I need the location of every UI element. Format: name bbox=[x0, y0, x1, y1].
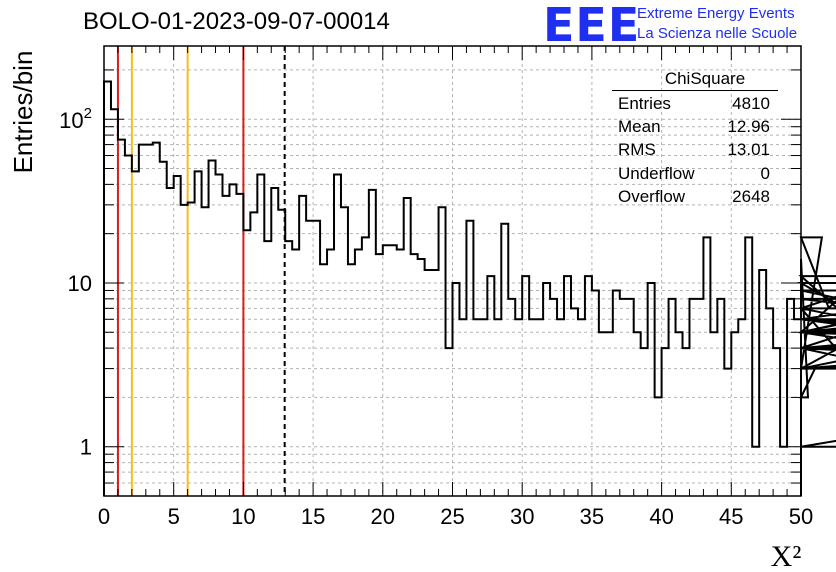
stats-row-underflow: Underflow 0 bbox=[618, 163, 770, 183]
histogram-outline bbox=[103, 80, 836, 496]
logo-tagline-2: La Scienza nelle Scuole bbox=[637, 25, 798, 42]
x-tick-label: 45 bbox=[719, 504, 743, 529]
stats-box: ChiSquare Entries 4810 Mean 12.96 RMS 13.01… bbox=[612, 68, 778, 208]
stats-row-entries: Entries 4810 bbox=[618, 94, 770, 113]
chart-title: BOLO-01-2023-09-07-00014 bbox=[83, 8, 390, 35]
eee-logo: EEE bbox=[543, 0, 641, 52]
y-tick-label: 1 bbox=[80, 435, 92, 460]
logo-tagline-1: Extreme Energy Events bbox=[637, 5, 795, 22]
y-axis-label: Entries/bin bbox=[8, 51, 38, 174]
x-tick-label: 5 bbox=[168, 504, 180, 529]
stats-divider bbox=[612, 90, 778, 91]
x-tick-label: 25 bbox=[440, 504, 464, 529]
x-tick-label: 20 bbox=[371, 504, 395, 529]
reference-lines bbox=[116, 46, 286, 496]
x-tick-label: 0 bbox=[98, 504, 110, 529]
y-tick-labels: 1 10 102 bbox=[59, 105, 92, 459]
x-tick-label: 10 bbox=[231, 504, 255, 529]
y-tick-label: 102 bbox=[59, 105, 92, 133]
stats-row-rms: RMS 13.01 bbox=[618, 140, 770, 160]
x-axis-label: X² bbox=[771, 540, 802, 572]
x-tick-label: 30 bbox=[510, 504, 534, 529]
x-tick-label: 35 bbox=[580, 504, 604, 529]
x-tick-label: 50 bbox=[789, 504, 813, 529]
stats-row-overflow: Overflow 2648 bbox=[618, 186, 770, 206]
axis-ticks bbox=[103, 46, 802, 497]
x-tick-labels: 0 5 10 15 20 25 30 35 40 45 50 bbox=[98, 504, 813, 529]
x-tick-label: 40 bbox=[649, 504, 673, 529]
stats-box-name: ChiSquare bbox=[664, 69, 746, 88]
x-tick-label: 15 bbox=[301, 504, 325, 529]
stats-row-mean: Mean 12.96 bbox=[618, 117, 770, 137]
y-tick-label: 10 bbox=[68, 271, 92, 296]
